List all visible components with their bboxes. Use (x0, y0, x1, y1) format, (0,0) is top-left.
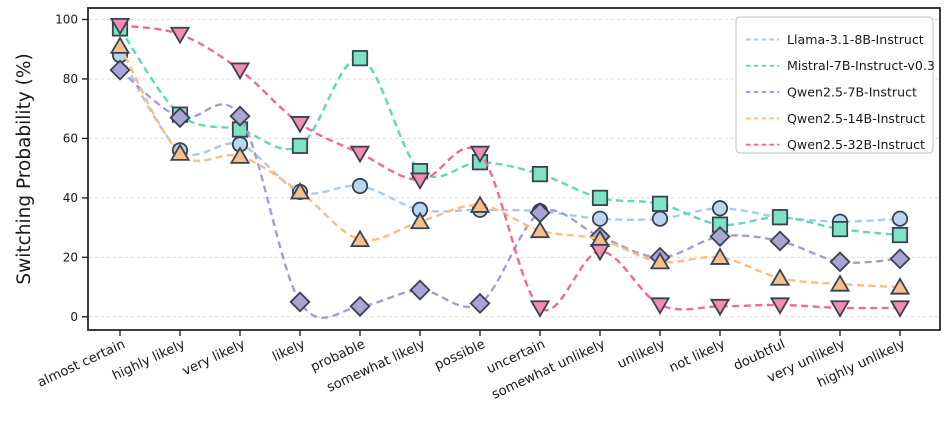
x-tick-label-6: possible (432, 337, 487, 373)
square-marker (651, 195, 669, 212)
triangle-down-marker (829, 300, 851, 318)
legend-item-Qwen2.5-14B-Instruct: Qwen2.5-14B-Instruct (746, 111, 925, 126)
square-marker (771, 209, 789, 226)
series-Qwen2.5-32B-Instruct (109, 17, 911, 318)
triangle-up-marker (469, 195, 491, 213)
legend-item-Llama-3.1-8B-Instruct: Llama-3.1-8B-Instruct (746, 32, 924, 47)
triangle-down-marker (889, 300, 911, 318)
series-line-1 (119, 27, 901, 237)
series-Qwen2.5-14B-Instruct (109, 36, 911, 295)
triangle-down-marker (409, 172, 431, 191)
triangle-up-marker (409, 211, 431, 230)
diamond-marker (229, 105, 251, 127)
legend-label: Qwen2.5-7B-Instruct (787, 85, 917, 100)
triangle-up-marker (289, 181, 311, 200)
x-tick-label-0: almost certain (35, 337, 127, 391)
legend-label: Qwen2.5-32B-Instruct (787, 137, 925, 152)
series-line-4 (119, 24, 901, 312)
circle-marker (591, 210, 609, 227)
triangle-down-marker (769, 297, 791, 315)
diamond-marker (349, 295, 371, 317)
x-tick-label-10: not likely (667, 337, 728, 376)
triangle-down-marker (589, 243, 611, 262)
circle-marker (351, 177, 369, 195)
circle-marker (891, 210, 909, 227)
triangle-down-marker (169, 26, 191, 45)
y-tick-label-100: 100 (55, 13, 78, 27)
y-tick-label-40: 40 (63, 191, 78, 205)
legend-label: Llama-3.1-8B-Instruct (787, 32, 924, 47)
legend-item-Qwen2.5-7B-Instruct: Qwen2.5-7B-Instruct (746, 85, 917, 100)
legend-item-Qwen2.5-32B-Instruct: Qwen2.5-32B-Instruct (746, 137, 925, 152)
x-tick-label-9: unlikely (615, 337, 668, 372)
legend-box (735, 16, 934, 154)
legend: Llama-3.1-8B-Instruct Mistral-7B-Instruct… (735, 16, 935, 154)
diamond-marker (409, 279, 431, 301)
series-line-3 (118, 45, 901, 289)
triangle-down-marker (109, 17, 131, 36)
legend-item-Mistral-7B-Instruct-v0.3: Mistral-7B-Instruct-v0.3 (746, 58, 935, 73)
triangle-up-marker (889, 277, 911, 295)
x-tick-label-8: somewhat unlikely (490, 337, 608, 403)
x-tick-label-3: likely (270, 337, 307, 365)
square-marker (591, 189, 609, 206)
diamond-marker (289, 291, 311, 313)
triangle-up-marker (169, 143, 191, 161)
legend-label: Qwen2.5-14B-Instruct (787, 111, 925, 126)
y-axis-label: Switching Probability (%) (14, 53, 35, 284)
legend-label: Mistral-7B-Instruct-v0.3 (787, 58, 935, 73)
diamond-marker (829, 251, 851, 273)
diamond-marker (169, 107, 191, 129)
y-axis: 0 20 40 60 80 100 (55, 13, 88, 324)
y-tick-label-80: 80 (63, 72, 78, 86)
x-tick-label-2: very likely (180, 337, 248, 379)
triangle-down-marker (289, 116, 311, 134)
triangle-down-marker (469, 145, 491, 164)
x-tick-label-5: somewhat likely (325, 337, 428, 396)
circle-marker (651, 210, 669, 227)
diamond-marker (769, 230, 791, 252)
diamond-marker (889, 248, 911, 270)
triangle-down-marker (649, 297, 671, 315)
triangle-up-marker (829, 274, 851, 292)
triangle-up-marker (769, 268, 791, 286)
square-marker (831, 220, 849, 238)
triangle-down-marker (529, 300, 551, 318)
y-tick-label-20: 20 (63, 251, 78, 265)
circle-marker (711, 200, 729, 217)
triangle-up-marker (649, 251, 671, 270)
square-marker (351, 50, 369, 67)
triangle-up-marker (529, 220, 551, 239)
square-marker (291, 137, 309, 154)
triangle-up-marker (709, 247, 731, 265)
diamond-marker (109, 59, 131, 81)
diamond-marker (709, 225, 731, 248)
diamond-marker (469, 292, 491, 314)
square-marker (531, 165, 549, 183)
triangle-up-marker (349, 229, 371, 248)
y-tick-label-0: 0 (70, 310, 78, 324)
triangle-up-marker (229, 146, 251, 164)
triangle-down-marker (349, 145, 371, 164)
triangle-down-marker (709, 298, 731, 317)
y-tick-label-60: 60 (63, 132, 78, 146)
plot-border (87, 7, 941, 331)
triangle-up-marker (109, 36, 131, 54)
square-marker (891, 226, 909, 244)
triangle-down-marker (229, 62, 251, 81)
